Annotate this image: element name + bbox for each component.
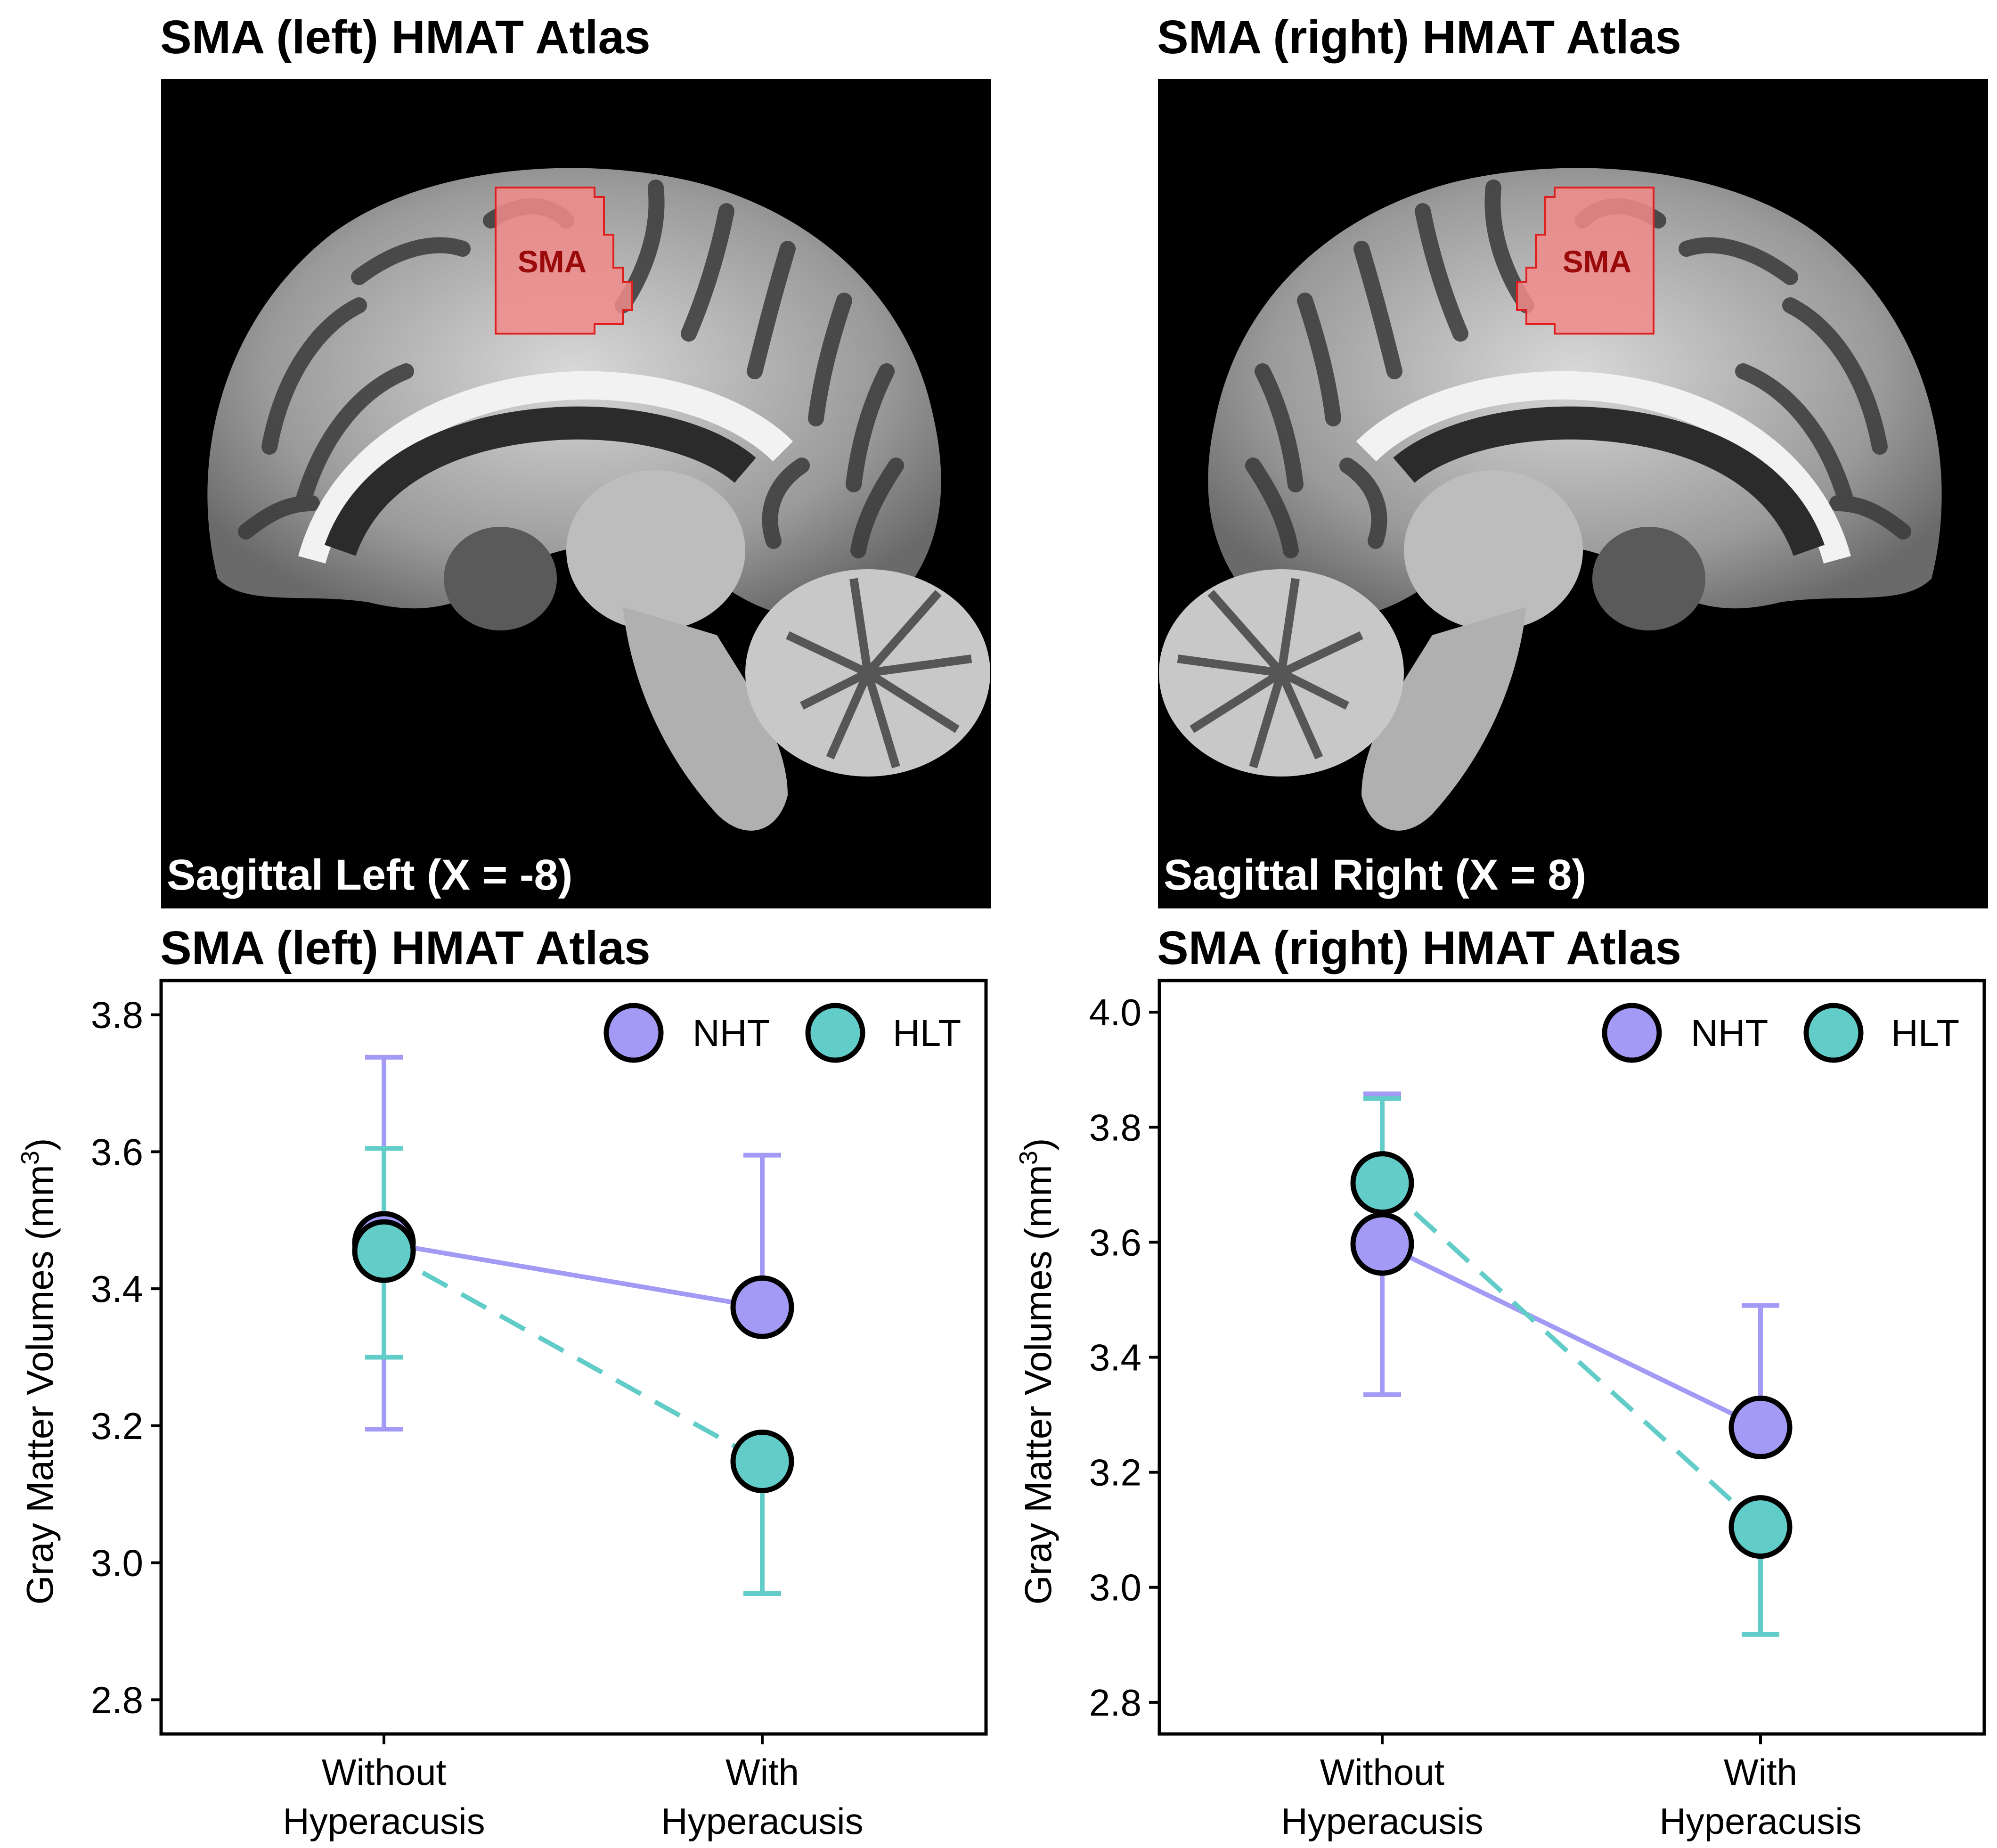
data-point-nht (730, 1275, 794, 1339)
legend-marker-hlt (805, 1003, 865, 1063)
x-category-label: Without (322, 1751, 447, 1793)
x-category-label: Without (1320, 1751, 1445, 1793)
brain-right-cortex (1159, 168, 1942, 831)
x-category-label: Hyperacusis (1659, 1800, 1861, 1842)
legend-label-nht: NHT (1691, 1012, 1768, 1054)
brain-left-cortex (207, 168, 990, 831)
chart-left-title: SMA (left) HMAT Atlas (160, 922, 651, 974)
series-line-hlt (1380, 1181, 1762, 1529)
chart-left: 2.8 3.0 3.2 3.4 3.6 3.8 Without Hyperacusis With… (0, 979, 999, 1848)
brain-left-roi-label: SMA (518, 244, 587, 279)
x-category-label: With (725, 1751, 799, 1793)
chart-right: 2.8 3.0 3.2 3.4 3.6 3.8 4.0 Without Hyperacusis W… (998, 979, 1997, 1848)
plot-frame (1157, 979, 1986, 1736)
brain-left-drawing: SMA (207, 168, 990, 831)
y-tick-label: 3.8 (91, 994, 143, 1036)
y-tick-label: 3.6 (91, 1131, 143, 1173)
y-tick-label: 2.8 (1089, 1682, 1141, 1724)
x-category-label: Hyperacusis (661, 1800, 863, 1842)
y-tick-label: 3.4 (91, 1268, 143, 1310)
brain-right-roi-label: SMA (1563, 244, 1632, 279)
series-line-nht (383, 1240, 763, 1310)
brain-left-title: SMA (left) HMAT Atlas (160, 11, 651, 64)
x-category-label: Hyperacusis (1281, 1800, 1483, 1842)
brain-left-sma-roi: SMA (495, 187, 633, 335)
y-tick-label: 3.0 (91, 1542, 143, 1584)
y-tick-label: 3.2 (1089, 1452, 1141, 1494)
data-point-hlt (730, 1429, 794, 1493)
series-line-hlt (383, 1249, 764, 1464)
y-tick-label: 3.6 (1089, 1221, 1141, 1263)
chart-left-svg: 2.8 3.0 3.2 3.4 3.6 3.8 Without Hyperacusis With… (16, 979, 988, 1842)
data-point-nht (1728, 1395, 1793, 1459)
brain-right-image: SMA Sagittal Right (X = 8) (1158, 79, 1988, 908)
legend-marker-nht (603, 1003, 664, 1063)
x-category-label: With (1724, 1751, 1797, 1793)
legend-label-nht: NHT (693, 1012, 770, 1054)
legend-label-hlt: HLT (1891, 1012, 1959, 1054)
data-point-nht (1350, 1212, 1414, 1276)
y-axis-label: Gray Matter Volumes (mm3) (16, 1138, 61, 1604)
brain-right-sma-roi: SMA (1516, 187, 1655, 335)
legend-label-hlt: HLT (893, 1012, 961, 1054)
data-point-hlt (1728, 1495, 1793, 1559)
y-tick-label: 3.4 (1089, 1337, 1141, 1379)
y-tick-label: 3.8 (1089, 1106, 1141, 1148)
brain-left-caption: Sagittal Left (X = -8) (167, 851, 573, 899)
y-tick-label: 2.8 (91, 1679, 143, 1721)
chart-right-svg: 2.8 3.0 3.2 3.4 3.6 3.8 4.0 Without Hyperacusis W… (1014, 979, 1986, 1842)
chart-right-title: SMA (right) HMAT Atlas (1157, 922, 1681, 974)
y-tick-label: 4.0 (1089, 991, 1141, 1033)
y-tick-label: 3.2 (91, 1405, 143, 1447)
brain-left-image: SMA Sagittal Left (X = -8) (161, 79, 991, 908)
legend-marker-nht (1602, 1003, 1662, 1063)
brain-right-title: SMA (right) HMAT Atlas (1157, 11, 1681, 64)
legend-marker-hlt (1803, 1003, 1864, 1063)
brain-right-caption: Sagittal Right (X = 8) (1164, 851, 1587, 899)
data-point-hlt (352, 1219, 416, 1283)
data-point-hlt (1350, 1151, 1414, 1215)
x-category-label: Hyperacusis (283, 1800, 485, 1842)
brain-right-drawing: SMA (1159, 168, 1942, 831)
y-axis-label: Gray Matter Volumes (mm3) (1014, 1138, 1059, 1604)
y-tick-label: 3.0 (1089, 1567, 1141, 1609)
series-line-nht (1381, 1242, 1762, 1430)
plot-frame (159, 979, 988, 1736)
